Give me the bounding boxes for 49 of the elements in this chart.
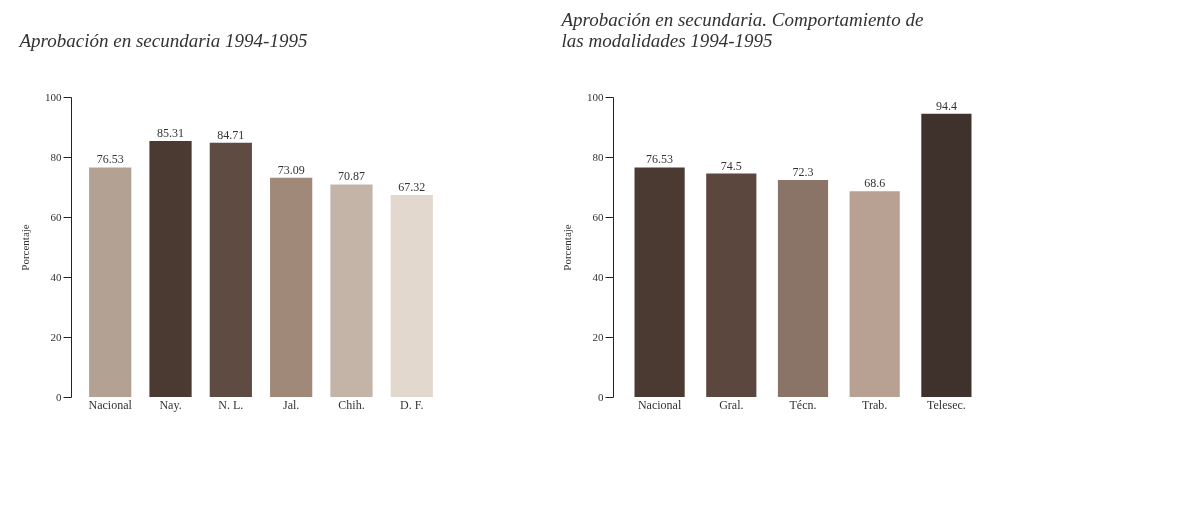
x-tick-label: Gral. [719,397,744,412]
y-axis-title: Porcentaje [19,224,31,271]
bar [849,191,900,397]
x-tick-label: Nacional [88,397,133,412]
data-label: 76.53 [646,152,674,167]
x-tick-label: Nacional [637,397,682,412]
data-label: 73.09 [277,162,305,177]
x-tick-label: Técn. [789,397,817,412]
y-axis-title: Porcentaje [561,224,573,271]
y-tick-label: 0 [56,390,62,403]
bar [634,167,685,397]
bar [89,167,132,397]
y-tick-label: 60 [592,210,604,223]
y-tick-label: 20 [50,330,62,343]
bar [390,195,433,397]
data-label: 70.87 [337,169,365,184]
data-label: 68.6 [864,176,886,191]
bar [330,184,373,397]
chart-title: Aprobación en secundaria 1994-1995 [17,30,308,51]
y-tick-label: 60 [50,210,62,223]
bar [209,142,252,397]
data-label: 72.3 [792,165,814,180]
y-tick-label: 80 [592,150,604,163]
y-tick-label: 100 [45,90,62,103]
x-tick-label: D. F. [400,397,424,412]
data-label: 85.31 [157,126,185,141]
x-tick-label: Chih. [338,397,365,412]
bar [149,141,192,397]
y-tick-label: 40 [592,270,604,283]
x-tick-label: Nay. [159,397,182,412]
bar [706,173,757,397]
y-tick-label: 100 [587,90,604,103]
x-tick-label: N. L. [218,397,244,412]
data-label: 94.4 [935,98,957,113]
chart-title: Aprobación en secundaria. Comportamiento de las modalidades 1994-1995 [559,9,924,51]
x-tick-label: Trab. [862,397,888,412]
y-tick-label: 40 [50,270,62,283]
data-label: 84.71 [217,127,245,142]
data-label: 67.32 [398,180,426,195]
x-tick-label: Telesec. [926,397,966,412]
y-tick-label: 20 [592,330,604,343]
data-label: 76.53 [96,152,124,167]
bar [921,113,972,397]
data-label: 74.5 [720,158,742,173]
x-tick-label: Jal. [282,397,300,412]
y-tick-label: 0 [598,390,604,403]
bar [270,177,313,397]
y-tick-label: 80 [50,150,62,163]
bar [777,180,829,397]
